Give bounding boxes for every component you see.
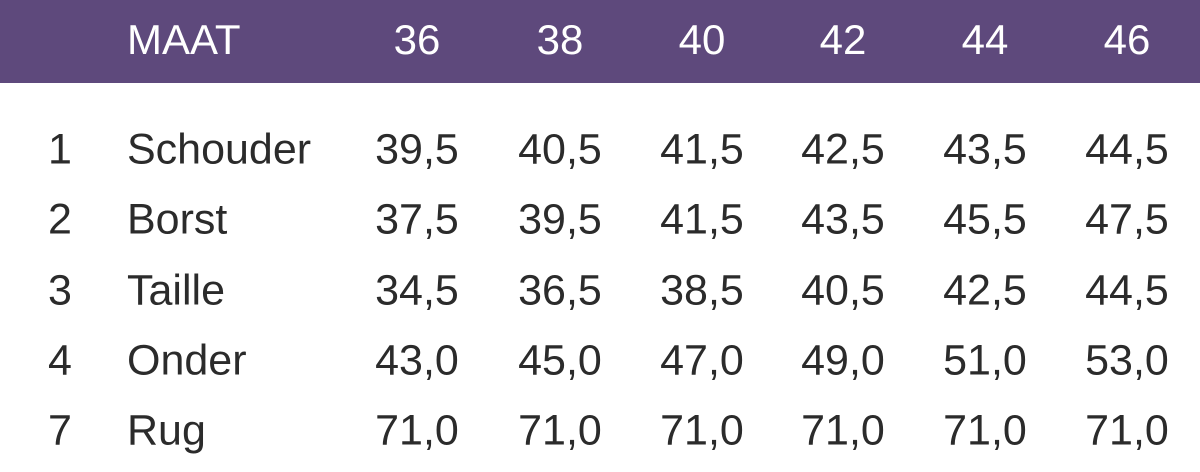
measurement: 47,5 <box>1085 195 1169 243</box>
row-number: 1 <box>48 125 72 173</box>
measurement: 37,5 <box>375 195 459 243</box>
measurement: 44,5 <box>1085 266 1169 314</box>
measurement: 42,5 <box>943 266 1027 314</box>
measurement: 34,5 <box>375 266 459 314</box>
measurement: 39,5 <box>375 125 459 173</box>
header-size: 36 <box>394 16 441 63</box>
row-number: 4 <box>48 336 72 384</box>
measurement: 41,5 <box>660 125 744 173</box>
header-label: MAAT <box>127 16 241 63</box>
measurement: 71,0 <box>1085 406 1169 454</box>
row-number: 2 <box>48 195 72 243</box>
header-band <box>0 0 1200 83</box>
measurement: 44,5 <box>1085 125 1169 173</box>
measurement: 45,5 <box>943 195 1027 243</box>
row-number: 3 <box>48 266 72 314</box>
measurement: 71,0 <box>518 406 602 454</box>
row-name: Rug <box>127 406 206 454</box>
measurement: 40,5 <box>518 125 602 173</box>
measurement: 49,0 <box>801 336 885 384</box>
measurement: 71,0 <box>660 406 744 454</box>
measurement: 71,0 <box>801 406 885 454</box>
measurement: 42,5 <box>801 125 885 173</box>
measurement: 53,0 <box>1085 336 1169 384</box>
measurement: 47,0 <box>660 336 744 384</box>
header-size: 38 <box>537 16 584 63</box>
measurement: 43,5 <box>943 125 1027 173</box>
measurement: 51,0 <box>943 336 1027 384</box>
header-size: 42 <box>820 16 867 63</box>
measurement: 39,5 <box>518 195 602 243</box>
measurement: 40,5 <box>801 266 885 314</box>
measurement: 43,0 <box>375 336 459 384</box>
measurement: 71,0 <box>375 406 459 454</box>
measurement: 71,0 <box>943 406 1027 454</box>
measurement: 41,5 <box>660 195 744 243</box>
header-size: 44 <box>962 16 1009 63</box>
measurement: 36,5 <box>518 266 602 314</box>
row-name: Onder <box>127 336 247 384</box>
header-size: 46 <box>1104 16 1151 63</box>
header-size: 40 <box>679 16 726 63</box>
row-name: Schouder <box>127 125 311 173</box>
row-number: 7 <box>48 406 72 454</box>
row-name: Taille <box>127 266 225 314</box>
row-name: Borst <box>127 195 227 243</box>
measurement: 45,0 <box>518 336 602 384</box>
measurement: 38,5 <box>660 266 744 314</box>
measurement: 43,5 <box>801 195 885 243</box>
